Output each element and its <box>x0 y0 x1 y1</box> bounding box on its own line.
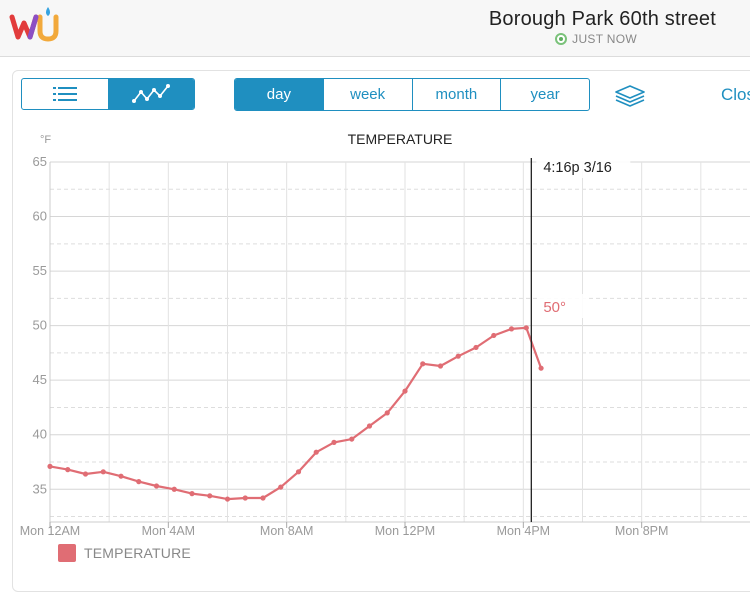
temperature-point <box>242 495 248 501</box>
close-button[interactable]: Clos <box>721 85 750 104</box>
graph-view-button[interactable] <box>108 79 194 109</box>
list-view-button[interactable] <box>22 79 108 109</box>
temperature-point <box>402 388 408 394</box>
temperature-point <box>523 325 529 331</box>
temperature-point <box>82 471 89 477</box>
temperature-point <box>366 423 373 429</box>
temperature-point <box>260 495 266 501</box>
station-name[interactable]: Borough Park 60th street <box>488 8 716 30</box>
temperature-point <box>437 363 444 369</box>
temperature-point <box>100 469 106 475</box>
cursor-value-bg <box>537 294 588 318</box>
temperature-point <box>47 463 53 469</box>
x-tick-label: Mon 4PM <box>497 524 551 538</box>
x-tick-label: Mon 12PM <box>375 524 435 538</box>
y-tick-label: 55 <box>33 263 47 278</box>
cursor-time-label: 4:16p 3/16 <box>543 160 612 176</box>
temperature-point <box>278 484 284 490</box>
temperature-point <box>491 332 497 339</box>
temperature-point <box>136 479 142 485</box>
y-axis-unit: °F <box>40 134 51 146</box>
temperature-point <box>455 353 461 359</box>
x-tick-label: Mon 8AM <box>260 524 314 538</box>
wu-logo <box>9 7 59 42</box>
line-chart-icon <box>132 84 170 103</box>
temperature-point <box>65 467 71 473</box>
range-day-button[interactable]: day <box>235 79 323 110</box>
last-updated-text: JUST NOW <box>572 32 637 46</box>
temperature-point <box>508 326 515 332</box>
last-updated: JUST NOW <box>555 32 637 46</box>
temperature-point <box>313 449 319 455</box>
temperature-series-line <box>49 326 543 501</box>
range-month-button[interactable]: month <box>411 79 501 110</box>
temperature-point <box>420 361 426 367</box>
cursor-label-bg <box>536 154 631 178</box>
app-header: Borough Park 60th street JUST NOW <box>0 0 750 57</box>
y-tick-label: 65 <box>33 154 47 169</box>
chart-title: TEMPERATURE <box>348 131 453 147</box>
temperature-point <box>295 469 302 475</box>
x-tick-label: Mon 4AM <box>142 524 196 538</box>
x-tick-label: Mon 12AM <box>20 524 80 538</box>
temperature-chart[interactable]: TEMPERATURE °F 35 40 45 50 55 60 65 Mon 12AM Mon 4… <box>0 120 750 550</box>
layers-icon[interactable] <box>613 84 647 108</box>
y-tick-label: 45 <box>33 372 47 387</box>
legend-label: TEMPERATURE <box>84 545 191 561</box>
y-tick-label: 40 <box>33 427 47 442</box>
temperature-point <box>349 436 355 442</box>
y-tick-label: 60 <box>33 209 47 224</box>
temperature-point <box>207 493 213 499</box>
temperature-point <box>153 483 160 489</box>
temperature-point <box>118 473 124 479</box>
range-selector: day week month year <box>234 78 590 111</box>
view-toggle <box>21 78 195 110</box>
cursor-value-label: 50° <box>543 299 566 316</box>
legend-swatch <box>58 544 76 562</box>
temperature-point <box>473 344 479 351</box>
temperature-point <box>331 439 337 445</box>
range-week-button[interactable]: week <box>322 79 412 110</box>
range-year-button[interactable]: year <box>500 79 589 110</box>
temperature-point <box>538 365 544 371</box>
temperature-point <box>384 410 390 416</box>
chart-legend: TEMPERATURE <box>58 544 191 562</box>
list-icon <box>53 87 77 101</box>
temperature-point <box>189 491 195 497</box>
x-tick-label: Mon 8PM <box>615 524 669 538</box>
y-tick-label: 35 <box>33 481 47 496</box>
live-status-icon <box>555 33 568 45</box>
y-tick-label: 50 <box>33 318 47 333</box>
temperature-point <box>224 496 231 502</box>
temperature-point <box>171 486 177 492</box>
